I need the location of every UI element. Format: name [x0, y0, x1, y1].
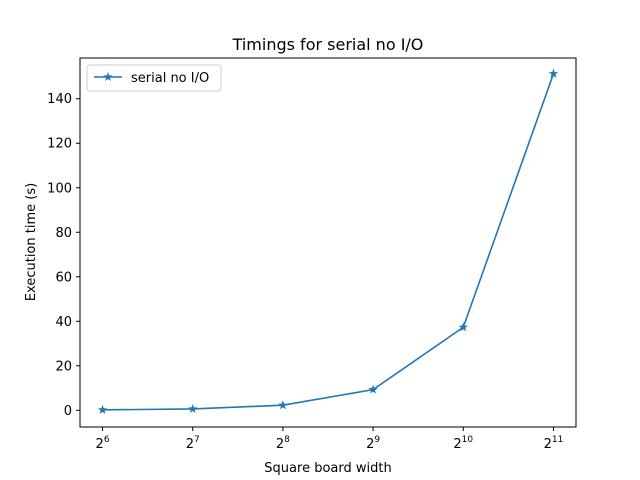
x-tick-label: 29: [366, 435, 380, 452]
x-tick-label: 28: [276, 435, 290, 452]
data-point-star: [548, 68, 559, 78]
series-line: [102, 73, 555, 411]
legend-label: serial no I/O: [131, 71, 209, 86]
legend: serial no I/O: [86, 64, 222, 92]
plot-series: [97, 68, 559, 414]
data-point-star: [187, 403, 198, 414]
y-tick-label: 100: [47, 181, 72, 196]
y-axis-ticks: 0 20 40 60 80 100 120 140: [47, 92, 80, 419]
chart-title: Timings for serial no I/O: [232, 35, 424, 54]
y-axis-label: Execution time (s): [24, 183, 39, 301]
y-tick-label: 60: [55, 270, 72, 285]
legend-box: [86, 64, 222, 92]
y-tick-label: 40: [55, 315, 72, 330]
x-tick-label: 27: [186, 435, 200, 452]
data-point-star: [368, 384, 378, 394]
y-tick-label: 80: [55, 226, 72, 241]
y-tick-label: 20: [55, 359, 72, 374]
plot-frame: [79, 57, 577, 428]
y-tick-label: 120: [47, 137, 72, 152]
x-tick-label: 211: [544, 435, 564, 452]
x-tick-label: 26: [96, 435, 110, 452]
legend-star-marker: [103, 72, 113, 82]
y-tick-label: 140: [47, 92, 72, 107]
y-tick-label: 0: [64, 404, 72, 419]
data-point-star: [458, 322, 469, 332]
data-point-star: [97, 404, 108, 414]
x-axis-label: Square board width: [264, 461, 391, 476]
x-tick-label: 210: [453, 435, 473, 452]
x-axis-ticks: 26 27 28 29 210 211: [96, 427, 564, 452]
data-point-star: [278, 400, 288, 410]
